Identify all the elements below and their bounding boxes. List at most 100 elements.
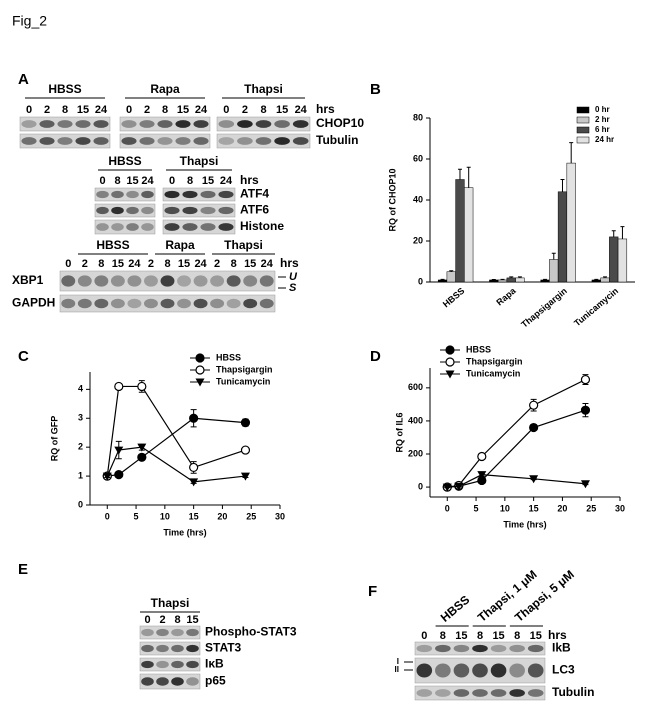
blot-band bbox=[186, 677, 199, 686]
y-axis-label: RQ of GFP bbox=[49, 416, 59, 462]
bar bbox=[437, 279, 448, 283]
error-bar bbox=[543, 278, 548, 280]
blot-band bbox=[39, 120, 55, 128]
y-tick-label: 2 bbox=[78, 442, 83, 452]
lane-label: 8 bbox=[440, 630, 446, 642]
blot-band bbox=[21, 120, 37, 128]
blot-band bbox=[177, 275, 191, 287]
blot-band bbox=[200, 223, 216, 231]
marker bbox=[529, 400, 539, 410]
row-label: ATF6 bbox=[240, 203, 269, 217]
lane-label: 0 bbox=[65, 258, 71, 270]
blot-band bbox=[435, 644, 451, 653]
blot-band bbox=[164, 206, 180, 215]
lane-label: 15 bbox=[244, 258, 256, 270]
line bbox=[107, 417, 246, 477]
blot-band bbox=[218, 137, 235, 145]
blot-band bbox=[156, 644, 169, 653]
panel-label: B bbox=[370, 81, 381, 98]
blot-band bbox=[139, 137, 155, 145]
lane-label: 2 bbox=[82, 258, 88, 270]
blot-band bbox=[75, 137, 91, 145]
blot-band bbox=[61, 298, 76, 309]
unit-label: hrs bbox=[548, 628, 567, 642]
blot-band bbox=[175, 137, 191, 145]
x-tick-label: 10 bbox=[160, 511, 170, 521]
blot-band bbox=[139, 120, 155, 128]
lane-label: 8 bbox=[187, 175, 193, 187]
y-tick-label: 0 bbox=[418, 481, 423, 491]
x-tick-label: 20 bbox=[557, 503, 567, 513]
blot-band bbox=[111, 206, 124, 215]
bar bbox=[549, 259, 559, 283]
panel-label: D bbox=[370, 348, 381, 365]
lane-label: 24 bbox=[220, 175, 233, 187]
error-bar bbox=[466, 166, 471, 188]
blot-band bbox=[141, 223, 154, 231]
error-bar bbox=[500, 278, 505, 280]
bar bbox=[540, 279, 550, 283]
blot-band bbox=[527, 663, 544, 678]
blot-band bbox=[509, 644, 525, 653]
y-axis-label: RQ of IL6 bbox=[394, 413, 404, 453]
blot-band bbox=[509, 663, 525, 678]
blot-band bbox=[127, 298, 142, 309]
row-label: Phospho-STAT3 bbox=[205, 625, 297, 639]
blot-band bbox=[121, 137, 137, 145]
blot-band bbox=[243, 298, 258, 309]
bar bbox=[609, 236, 619, 283]
blot-band bbox=[218, 120, 235, 128]
marker bbox=[580, 405, 591, 415]
row-label: XBP1 bbox=[12, 273, 44, 287]
blot-band bbox=[292, 120, 309, 128]
marker bbox=[137, 443, 147, 452]
blot-strip bbox=[19, 116, 111, 132]
blot-band bbox=[171, 660, 184, 669]
blot-band bbox=[141, 660, 154, 669]
lane-label: 24 bbox=[95, 104, 108, 116]
lane-label: 8 bbox=[114, 175, 120, 187]
blot-band bbox=[110, 275, 125, 287]
blot-strip bbox=[139, 657, 201, 672]
lane-label: 24 bbox=[261, 258, 274, 270]
legend-label: 2 hr bbox=[595, 115, 610, 124]
blot-band bbox=[292, 137, 309, 145]
lane-label: 8 bbox=[514, 630, 520, 642]
error-bar bbox=[620, 226, 625, 239]
marker bbox=[477, 471, 487, 480]
marker bbox=[445, 357, 455, 367]
lane-label: 15 bbox=[186, 614, 198, 626]
blot-strip bbox=[94, 203, 156, 218]
blot-strip bbox=[139, 673, 201, 690]
error-bar bbox=[560, 179, 565, 192]
y-tick-label: 0 bbox=[78, 499, 83, 509]
row-label: GAPDH bbox=[12, 296, 55, 310]
x-tick-label: 25 bbox=[246, 511, 256, 521]
lane-label: 2 bbox=[242, 104, 248, 116]
blot-band bbox=[164, 190, 180, 199]
blot-strip bbox=[139, 625, 201, 640]
blot-band bbox=[193, 275, 208, 287]
legend-label: 0 hr bbox=[595, 105, 610, 114]
lane-label: 15 bbox=[178, 258, 190, 270]
blot-band bbox=[156, 628, 169, 637]
lane-label: 15 bbox=[202, 175, 214, 187]
blot-band bbox=[193, 298, 208, 309]
lane-label: 0 bbox=[223, 104, 229, 116]
lane-label: 2 bbox=[144, 104, 150, 116]
blot-band bbox=[255, 120, 272, 128]
legend-swatch bbox=[576, 136, 590, 144]
x-tick-label: 30 bbox=[275, 511, 285, 521]
x-tick-label: HBSS bbox=[441, 286, 467, 310]
blot-band bbox=[243, 275, 258, 287]
bar bbox=[617, 238, 628, 283]
x-tick-label: Tunicamycin bbox=[572, 286, 620, 329]
blot-band bbox=[186, 660, 199, 669]
lane-label: 24 bbox=[128, 258, 141, 270]
group-label: HBSS bbox=[438, 593, 473, 625]
lane-label: 15 bbox=[177, 104, 189, 116]
blot-band bbox=[490, 663, 507, 678]
y-axis-label: RQ of CHOP10 bbox=[387, 168, 397, 231]
blot-band bbox=[177, 298, 191, 309]
error-bar bbox=[611, 230, 616, 237]
